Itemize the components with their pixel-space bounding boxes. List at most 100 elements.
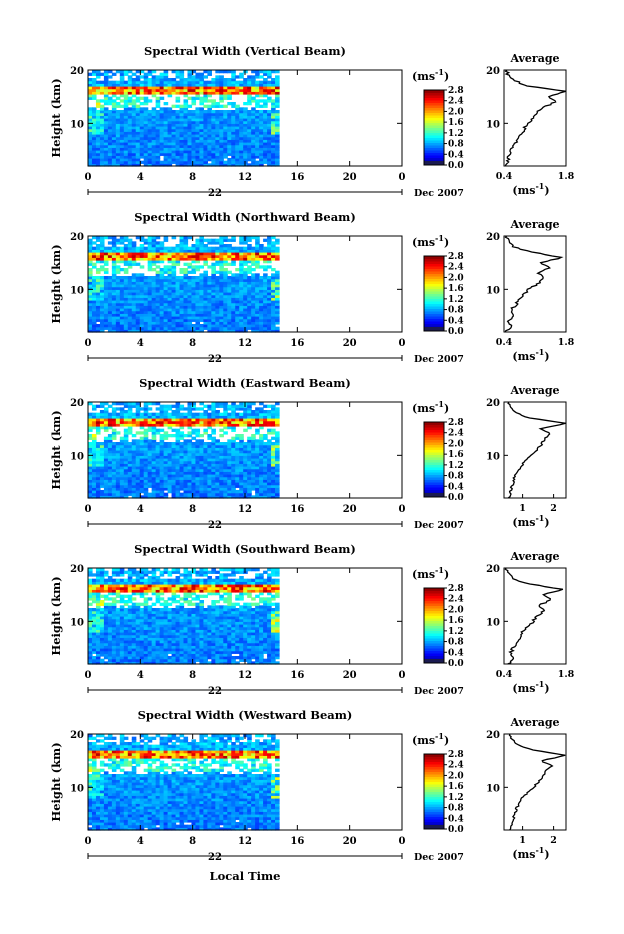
heatmap-cell — [199, 265, 204, 268]
colorbar-unit: (ms-1) — [412, 233, 449, 249]
heatmap-cell — [116, 247, 121, 250]
x-tick-label: 4 — [137, 338, 144, 349]
heatmap-cell — [92, 78, 97, 81]
heatmap-cell — [215, 110, 220, 113]
heatmap-cell — [191, 437, 196, 440]
average-unit: (ms-1) — [512, 347, 549, 363]
heatmap-cell — [160, 97, 165, 100]
heatmap-cell — [235, 413, 240, 416]
heatmap-cell — [267, 110, 272, 113]
heatmap-cell — [136, 97, 141, 100]
heatmap-cell — [168, 265, 173, 268]
colorbar-unit-base: (ms — [412, 70, 435, 83]
heatmap-cell — [108, 110, 113, 113]
heatmap-cell — [231, 437, 236, 440]
heatmap-cell — [128, 442, 133, 445]
heatmap-cell — [104, 107, 109, 110]
heatmap-cell — [271, 273, 276, 276]
heatmap-cell — [112, 73, 117, 76]
heatmap-cell — [271, 405, 276, 408]
heatmap-cell — [140, 437, 145, 440]
heatmap-cell — [112, 407, 117, 410]
heatmap-cell — [215, 271, 220, 274]
average-title: Average — [509, 384, 559, 397]
heatmap-cell — [168, 107, 173, 110]
heatmap-cell — [128, 75, 133, 78]
heatmap-cell — [223, 431, 228, 434]
colorbar: 0.00.40.81.21.62.02.42.8 — [424, 86, 464, 171]
heatmap-cell — [255, 81, 260, 84]
heatmap-cell — [259, 244, 264, 247]
heatmap-cell — [172, 429, 177, 432]
heatmap-cell — [100, 490, 105, 493]
colorbar-tick-label: 0.8 — [448, 306, 464, 316]
heatmap-cell — [168, 405, 173, 408]
heatmap-cell — [120, 110, 125, 113]
heatmap-cell — [207, 405, 212, 408]
y-tick-label: 10 — [70, 451, 84, 462]
heatmap-cell — [128, 276, 133, 279]
heatmap-cell — [96, 110, 101, 113]
heatmap-cell — [160, 107, 165, 110]
colorbar-tick-label: 2.4 — [448, 97, 464, 107]
heatmap-cell — [251, 410, 256, 413]
heatmap-cell — [132, 273, 137, 276]
heatmap-cell — [100, 410, 105, 413]
heatmap-cell — [207, 99, 212, 102]
heatmap-cell — [136, 431, 141, 434]
heatmap-cell — [104, 407, 109, 410]
day-label: 22 — [208, 354, 222, 365]
heatmap-cell — [156, 265, 161, 268]
heatmap-cell — [243, 429, 248, 432]
average-unit-exp: -1 — [535, 513, 544, 523]
colorbar-tick-label: 1.2 — [448, 295, 464, 305]
heatmap-cell — [140, 273, 145, 276]
heatmap-cell — [92, 263, 97, 266]
average-title: Average — [509, 52, 559, 65]
heatmap-cell — [116, 276, 121, 279]
heatmap-cell — [235, 490, 240, 493]
heatmap-cell — [136, 247, 141, 250]
heatmap-cell — [96, 81, 101, 84]
colorbar-tick-label: 0.0 — [448, 161, 464, 171]
heatmap-cell — [191, 429, 196, 432]
heatmap-cell — [180, 268, 185, 271]
heatmap-cell — [124, 276, 129, 279]
heatmap-cell — [96, 413, 101, 416]
heatmap-cell — [168, 442, 173, 445]
heatmap-cell — [199, 413, 204, 416]
panel-0: Spectral Width (Vertical Beam)Height (km… — [49, 44, 575, 199]
heatmap-cell — [88, 78, 93, 81]
heatmap-cell — [187, 431, 192, 434]
average-y-tick-label: 20 — [486, 398, 500, 409]
heatmap-cell — [144, 73, 149, 76]
heatmap-cell — [247, 276, 252, 279]
average-y-tick-label: 10 — [486, 285, 500, 296]
heatmap-cell — [120, 105, 125, 108]
heatmap-cell — [195, 413, 200, 416]
heatmap-cell — [164, 493, 169, 496]
heatmap-cell — [164, 102, 169, 105]
average-unit-exp: -1 — [535, 181, 544, 191]
heatmap-cell — [136, 75, 141, 78]
heatmap-cell — [267, 81, 272, 84]
heatmap-cell — [120, 99, 125, 102]
heatmap-cell — [211, 429, 216, 432]
heatmap-cell — [92, 573, 97, 576]
x-tick-label: 20 — [343, 504, 357, 515]
heatmap-cell — [116, 239, 121, 242]
heatmap-cell — [199, 439, 204, 442]
heatmap-cell — [176, 105, 181, 108]
heatmap-cell — [219, 75, 224, 78]
heatmap-cell — [108, 413, 113, 416]
heatmap-cell — [112, 429, 117, 432]
heatmap-cell — [128, 107, 133, 110]
heatmap-cell — [136, 439, 141, 442]
average-frame — [504, 236, 566, 332]
heatmap-cell — [275, 407, 280, 410]
colorbar-unit-close: ) — [444, 236, 449, 249]
average-unit-exp: -1 — [535, 347, 544, 357]
colorbar-tick-label: 0.0 — [448, 493, 464, 503]
heatmap-cell — [92, 608, 97, 611]
